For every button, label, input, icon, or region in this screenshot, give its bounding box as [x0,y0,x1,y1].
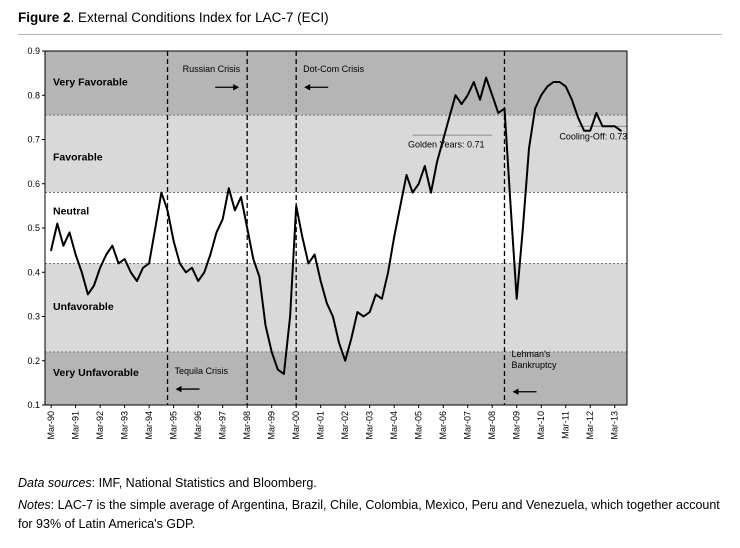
notes-text: : LAC-7 is the simple average of Argenti… [18,497,720,531]
svg-text:0.8: 0.8 [27,90,40,100]
svg-text:Cooling-Off: 0.73: Cooling-Off: 0.73 [559,132,627,142]
svg-text:0.4: 0.4 [27,267,40,277]
eci-chart-svg: Golden Years: 0.71 Cooling-Off: 0.73 Tequi… [27,46,628,440]
svg-text:Mar-99: Mar-99 [267,411,277,440]
svg-text:0.9: 0.9 [27,46,40,56]
svg-text:Mar-09: Mar-09 [512,411,522,440]
svg-text:Mar-95: Mar-95 [169,411,179,440]
figure-caption: . External Conditions Index for LAC-7 (E… [70,10,329,25]
svg-text:Mar-91: Mar-91 [71,411,81,440]
figure-number: Figure 2 [18,10,71,25]
svg-text:Mar-05: Mar-05 [414,411,424,440]
notes-label: Notes [18,497,51,512]
svg-text:Mar-92: Mar-92 [95,411,105,440]
svg-text:0.1: 0.1 [27,400,40,410]
svg-text:Mar-96: Mar-96 [193,411,203,440]
svg-text:Mar-07: Mar-07 [463,411,473,440]
svg-text:Mar-11: Mar-11 [561,411,571,439]
svg-text:0.2: 0.2 [27,356,40,366]
svg-text:Mar-06: Mar-06 [438,411,448,440]
figure-title: Figure 2. External Conditions Index for … [18,10,722,35]
chart-area: Golden Years: 0.71 Cooling-Off: 0.73 Tequi… [18,39,722,466]
svg-text:0.6: 0.6 [27,179,40,189]
svg-text:Neutral: Neutral [53,206,89,218]
svg-text:Very Unfavorable: Very Unfavorable [53,367,139,379]
notes-line: Notes: LAC-7 is the simple average of Ar… [18,496,722,534]
svg-text:Mar-08: Mar-08 [487,411,497,440]
svg-text:Mar-97: Mar-97 [218,411,228,440]
svg-text:Mar-98: Mar-98 [242,411,252,440]
svg-text:Russian Crisis: Russian Crisis [183,64,241,74]
svg-text:Golden Years: 0.71: Golden Years: 0.71 [408,139,485,149]
svg-text:0.3: 0.3 [27,312,40,322]
svg-text:Bankruptcy: Bankruptcy [511,360,557,370]
svg-text:Mar-90: Mar-90 [46,411,56,440]
svg-text:Mar-03: Mar-03 [365,411,375,440]
svg-text:Mar-13: Mar-13 [610,411,620,440]
svg-text:Mar-01: Mar-01 [316,411,326,440]
svg-text:Mar-02: Mar-02 [340,411,350,440]
data-sources-label: Data sources [18,476,92,490]
svg-text:Mar-93: Mar-93 [120,411,130,440]
figure-page: Figure 2. External Conditions Index for … [18,10,722,533]
svg-text:0.5: 0.5 [27,223,40,233]
svg-text:Mar-00: Mar-00 [291,411,301,440]
svg-text:Mar-10: Mar-10 [536,411,546,440]
data-sources-line: Data sources: IMF, National Statistics a… [18,474,722,493]
svg-text:Mar-94: Mar-94 [144,411,154,440]
svg-text:Dot-Com Crisis: Dot-Com Crisis [303,64,365,74]
svg-text:0.7: 0.7 [27,135,40,145]
svg-text:Mar-04: Mar-04 [389,411,399,440]
svg-text:Unfavorable: Unfavorable [53,301,114,313]
svg-text:Very Favorable: Very Favorable [53,77,128,89]
svg-text:Lehman's: Lehman's [511,349,550,359]
svg-text:Mar-12: Mar-12 [585,411,595,440]
figure-notes: Data sources: IMF, National Statistics a… [18,474,722,533]
data-sources-text: : IMF, National Statistics and Bloomberg… [91,476,317,490]
svg-text:Favorable: Favorable [53,152,103,164]
svg-text:Tequila Crisis: Tequila Crisis [175,366,229,376]
